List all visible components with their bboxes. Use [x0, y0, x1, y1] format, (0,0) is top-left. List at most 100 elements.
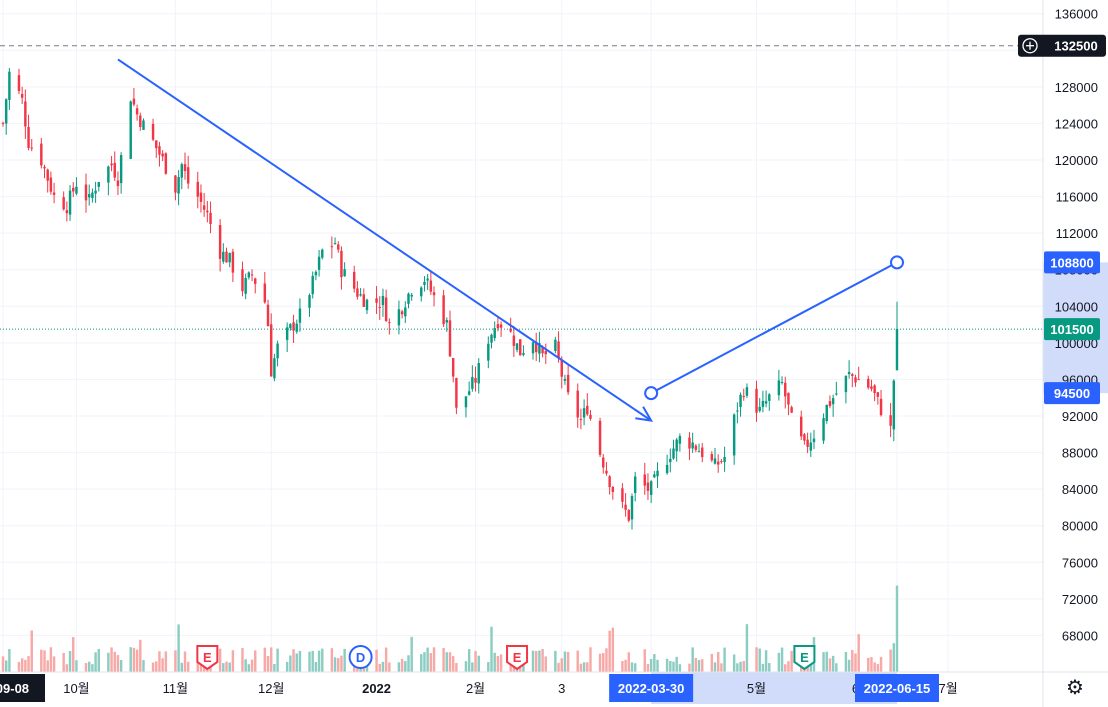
candle-body	[656, 470, 659, 477]
x-date-tag-label: 2022-03-30	[618, 681, 685, 696]
crosshair-tag	[1018, 34, 1106, 57]
volume-bar	[822, 652, 825, 672]
add-plus-icon	[1022, 38, 1038, 54]
volume-bar	[46, 660, 49, 672]
candle-body	[851, 374, 854, 377]
last-price-tag	[1044, 318, 1100, 341]
candle-body	[365, 299, 369, 311]
volume-bar	[755, 647, 758, 672]
price-axis: 6800072000760008000084000880009200096000…	[1018, 0, 1106, 707]
volume-bar	[340, 655, 343, 672]
volume-bar	[420, 654, 423, 672]
volume-bar	[764, 650, 768, 672]
candle-body	[844, 375, 848, 393]
volume-bar	[844, 651, 848, 672]
candle-body	[560, 360, 563, 377]
candle-body	[627, 509, 631, 521]
candle-body	[876, 392, 880, 397]
y-tick-label: 128000	[1055, 80, 1098, 95]
candle-body	[420, 287, 423, 297]
candle-body	[40, 143, 43, 166]
volume-bar	[611, 627, 615, 672]
volume-bar	[474, 651, 477, 672]
candle-body	[519, 339, 522, 356]
candle-body	[241, 269, 244, 292]
volume-bar	[244, 659, 247, 672]
candle-body	[119, 155, 123, 184]
volume-bar	[311, 650, 314, 672]
volume-bar	[289, 655, 292, 672]
candle-body	[139, 115, 142, 127]
candle-body	[742, 396, 745, 398]
volume-bar	[158, 651, 161, 672]
volume-bar	[8, 649, 11, 672]
volume-bar	[487, 662, 490, 672]
volume-bar	[113, 651, 116, 672]
volume-bar	[225, 661, 228, 672]
volume-bar	[493, 652, 496, 672]
candle-body	[442, 295, 445, 325]
volume-bar	[52, 656, 56, 672]
volume-bar	[835, 663, 838, 672]
gear-icon[interactable]: ⚙	[1066, 677, 1084, 699]
volume-bar	[589, 647, 592, 672]
candle-body	[889, 415, 892, 426]
candle-body	[665, 464, 669, 474]
candle-body	[397, 309, 401, 326]
volume-bar	[298, 650, 302, 672]
candle-body	[8, 71, 11, 100]
candle-body	[276, 343, 279, 359]
earnings-marker-icon	[196, 645, 219, 671]
y-tick-label: 68000	[1062, 628, 1098, 643]
volume-bar	[65, 664, 69, 672]
volume-bar	[285, 661, 289, 672]
volume-bar	[608, 630, 611, 672]
volume-bar	[337, 657, 340, 672]
candle-body	[531, 342, 535, 354]
volume-bar	[490, 626, 493, 672]
candle-body	[247, 272, 251, 278]
candle-body	[736, 410, 739, 412]
x-tick-label: 7월	[938, 681, 957, 696]
candle-body	[694, 445, 698, 450]
candle-body	[697, 451, 701, 453]
volume-bar	[263, 647, 267, 672]
volume-bar	[20, 658, 24, 672]
volume-bar	[43, 650, 46, 672]
candle-body	[359, 294, 362, 296]
volume-bar	[544, 656, 548, 672]
volume-bar	[314, 661, 318, 672]
candle-body	[777, 380, 781, 396]
candle-body	[608, 476, 611, 488]
volume-bar	[739, 661, 742, 672]
candle-body	[52, 192, 56, 195]
y-tick-label: 84000	[1062, 482, 1098, 497]
volume-bar	[716, 651, 720, 672]
candle-body	[646, 482, 650, 491]
candle-body	[161, 153, 164, 157]
candle-body	[1, 122, 5, 124]
x-tick-label: 2022	[362, 681, 391, 696]
volume-bar	[643, 649, 646, 672]
volume-bar	[713, 662, 717, 672]
candle-body	[429, 280, 433, 292]
volume-bar	[426, 647, 429, 672]
volume-bar	[442, 647, 445, 672]
candle-body	[17, 75, 21, 92]
drawing-handle	[890, 255, 904, 270]
candle-body	[784, 382, 787, 397]
candle-body	[321, 249, 324, 258]
candle-body	[448, 320, 452, 357]
candle-body	[895, 329, 899, 371]
candle-body	[822, 418, 825, 441]
x-date-tag	[855, 674, 939, 702]
candle-body	[586, 405, 589, 415]
volume-bar	[455, 663, 458, 672]
volume-bar	[697, 660, 701, 672]
candle-body	[20, 93, 24, 98]
candle-body	[464, 396, 468, 408]
candle-body	[649, 481, 653, 495]
candle-body	[589, 414, 592, 419]
candle-body	[314, 271, 318, 276]
